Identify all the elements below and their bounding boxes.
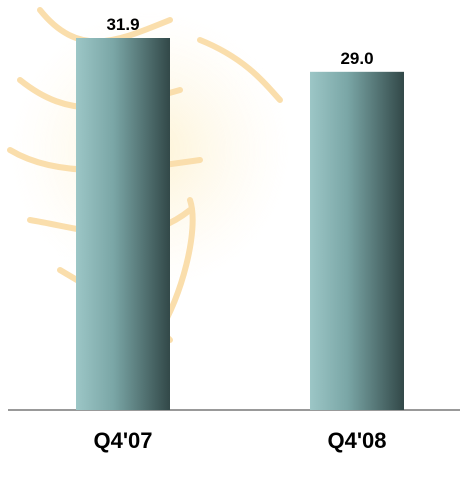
bar	[310, 71, 404, 411]
x-tick-label: Q4'07	[93, 428, 152, 453]
value-label: 31.9	[106, 15, 139, 34]
value-label: 29.0	[340, 49, 373, 68]
bar	[76, 38, 170, 410]
x-tick-label: Q4'08	[327, 428, 386, 453]
